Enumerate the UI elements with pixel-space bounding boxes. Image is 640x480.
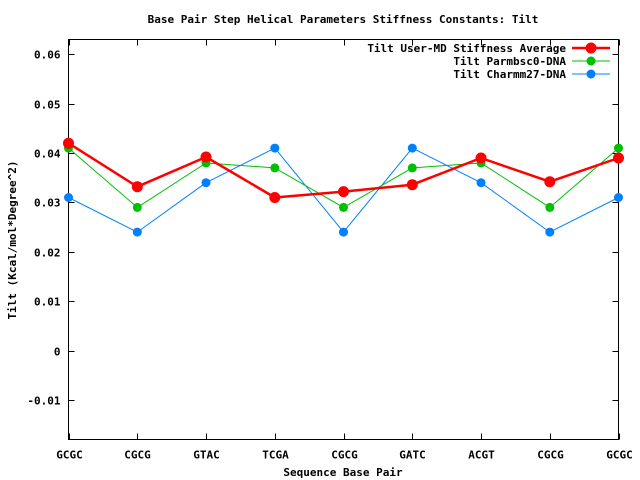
data-point — [270, 143, 280, 153]
legend-marker — [585, 42, 597, 54]
data-point — [614, 193, 623, 202]
data-point — [407, 163, 417, 173]
x-tick-label: TCGA — [262, 449, 289, 462]
series-0 — [63, 137, 624, 203]
y-tick-label: -0.01 — [27, 395, 60, 408]
data-point — [407, 143, 417, 153]
y-tick-label: 0.06 — [34, 49, 61, 62]
x-axis-label: Sequence Base Pair — [283, 466, 403, 479]
chart-title: Base Pair Step Helical Parameters Stiffn… — [148, 13, 539, 26]
x-axis: GCGC CGCG GTAC TCGA CGCG GATC ACGT CGCG GCGC — [56, 39, 633, 462]
legend-marker — [586, 56, 596, 66]
data-point — [339, 202, 348, 212]
y-tick-label: 0.05 — [34, 99, 61, 112]
data-point — [64, 193, 73, 202]
data-point — [476, 178, 486, 188]
y-tick-label: 0.02 — [34, 247, 61, 260]
data-point — [338, 186, 349, 198]
x-tick-label: CGCG — [331, 449, 358, 462]
data-point — [406, 179, 418, 191]
y-axis: 0.06 0.05 0.04 0.03 0.02 0.01 0 -0.01 — [27, 49, 619, 408]
data-point — [614, 143, 623, 153]
legend-label: Tilt User-MD Stiffness Average — [367, 42, 566, 55]
data-point — [475, 152, 487, 164]
data-point — [63, 137, 74, 149]
legend-label: Tilt Charmm27-DNA — [453, 68, 566, 81]
data-point — [544, 176, 556, 188]
x-tick-label: CGCG — [537, 449, 564, 462]
x-tick-label: CGCG — [124, 449, 151, 462]
data-point — [545, 227, 555, 237]
plot-frame — [68, 39, 619, 440]
data-point — [545, 202, 555, 212]
series-layer — [63, 137, 624, 237]
x-tick-label: GATC — [399, 449, 426, 462]
x-tick-label: GCGC — [56, 449, 83, 462]
legend-marker — [586, 69, 596, 79]
data-point — [200, 151, 212, 163]
data-point — [201, 178, 211, 188]
y-tick-label: 0.01 — [34, 296, 61, 309]
data-point — [270, 163, 280, 173]
y-axis-label: Tilt (Kcal/mol*Degree^2) — [6, 161, 19, 320]
y-tick-label: 0.03 — [34, 197, 61, 210]
data-point — [132, 227, 142, 237]
x-tick-label: ACGT — [468, 449, 495, 462]
series-2 — [64, 143, 623, 237]
data-point — [132, 202, 142, 212]
data-point — [613, 152, 624, 164]
x-tick-label: GCGC — [606, 449, 633, 462]
legend-label: Tilt Parmbsc0-DNA — [453, 55, 566, 68]
data-point — [131, 181, 143, 193]
y-tick-label: 0 — [54, 346, 61, 359]
x-tick-label: GTAC — [193, 449, 220, 462]
data-point — [339, 227, 348, 237]
y-tick-label: 0.04 — [34, 148, 61, 161]
data-point — [269, 192, 281, 203]
